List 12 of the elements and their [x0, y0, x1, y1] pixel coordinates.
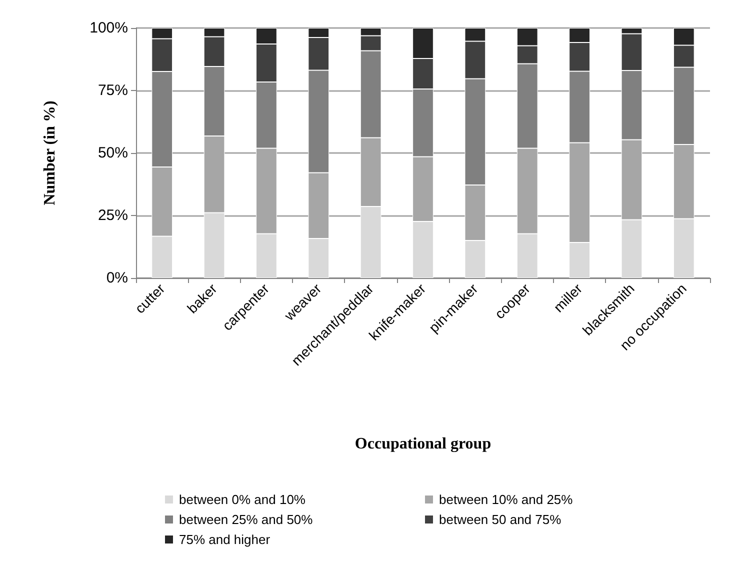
- x-axis-title: Occupational group: [354, 436, 492, 452]
- legend-label: between 50 and 75%: [439, 512, 562, 527]
- legend-label: between 25% and 50%: [179, 512, 314, 527]
- legend-label: 75% and higher: [179, 532, 271, 547]
- y-tick-label: 50%: [98, 144, 128, 162]
- y-tick-label: 75%: [98, 82, 128, 99]
- y-tick-label: 25%: [98, 207, 128, 224]
- y-tick-label: 100%: [90, 20, 128, 36]
- y-tick-label: 0%: [106, 270, 128, 286]
- legend-label: between 0% and 10%: [179, 492, 306, 507]
- legend-label: between 10% and 25%: [439, 492, 574, 507]
- y-axis-title: Number (in %): [42, 100, 58, 206]
